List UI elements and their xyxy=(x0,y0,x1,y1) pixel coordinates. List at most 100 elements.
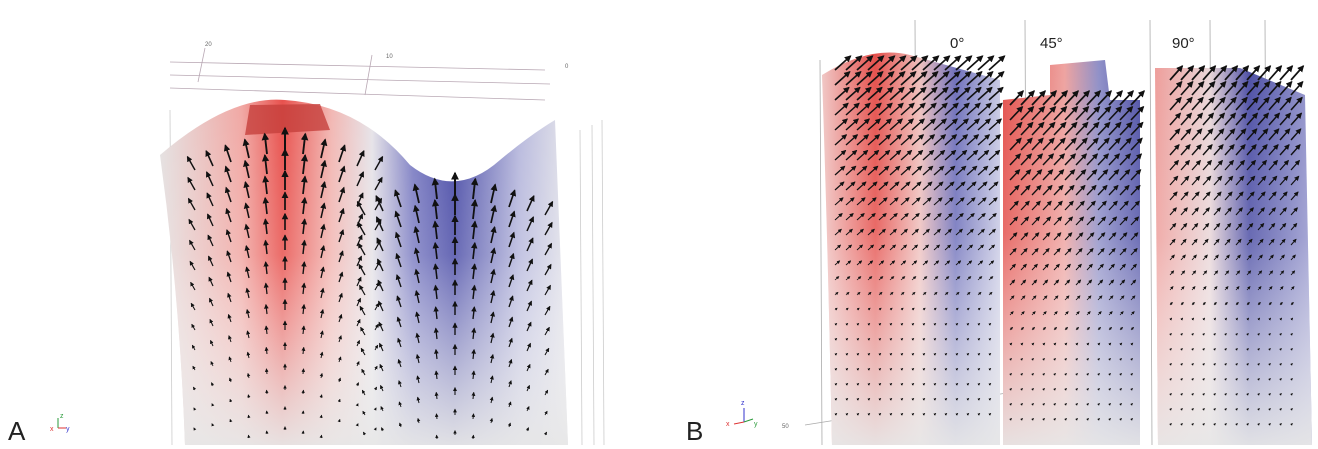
arrow xyxy=(416,417,421,424)
arrow xyxy=(1235,332,1238,336)
arrow xyxy=(1224,422,1227,426)
arrow xyxy=(1235,191,1244,201)
arrow xyxy=(1246,112,1259,126)
arrow xyxy=(526,237,534,252)
arrow xyxy=(867,228,875,236)
arrow xyxy=(1020,279,1027,286)
arrow xyxy=(1075,200,1085,211)
arrow xyxy=(1053,184,1064,196)
arrow xyxy=(955,118,969,131)
arrow xyxy=(394,231,402,248)
arrow xyxy=(1009,388,1012,391)
arrow xyxy=(977,213,986,221)
arrow xyxy=(1009,200,1019,211)
arrow xyxy=(1031,169,1043,181)
arrow xyxy=(356,200,366,216)
arrow xyxy=(434,348,439,360)
arrow xyxy=(922,413,926,416)
arrow xyxy=(1257,159,1267,171)
arrow xyxy=(1224,407,1227,411)
arrow xyxy=(911,383,915,386)
arrow xyxy=(1213,80,1227,96)
arrow xyxy=(1086,279,1093,286)
arrow xyxy=(1235,377,1238,381)
arrow xyxy=(933,291,938,296)
arrow xyxy=(933,149,946,161)
arrow xyxy=(900,165,912,176)
arrow xyxy=(911,71,928,86)
arrow xyxy=(1235,392,1238,396)
arrow xyxy=(1009,216,1019,226)
arrow xyxy=(878,291,883,296)
arrow xyxy=(988,368,992,371)
arrow xyxy=(889,149,902,161)
arrow xyxy=(264,325,269,335)
arrow xyxy=(394,210,402,228)
arrow xyxy=(227,313,232,323)
arrow xyxy=(1042,232,1051,241)
arrow xyxy=(900,71,917,86)
arrow xyxy=(229,398,233,403)
arrow xyxy=(358,263,366,276)
arrow xyxy=(856,413,860,416)
arrow xyxy=(1202,191,1211,201)
arrow xyxy=(1202,238,1209,246)
arrow xyxy=(1180,144,1191,156)
arrow xyxy=(1097,326,1101,331)
arrow xyxy=(867,276,873,281)
arrow xyxy=(223,144,232,163)
arrow xyxy=(1224,80,1238,96)
arrow xyxy=(1246,80,1260,96)
arrow xyxy=(966,383,970,386)
arrow xyxy=(338,271,344,283)
arrow xyxy=(1257,175,1267,186)
arrow xyxy=(845,383,849,386)
arrow xyxy=(1257,238,1264,246)
arrow xyxy=(944,260,951,266)
arrow xyxy=(988,134,1002,146)
arrow xyxy=(337,356,342,363)
arrow xyxy=(359,284,366,296)
arrow xyxy=(1191,317,1195,321)
arrow xyxy=(889,353,893,356)
arrow xyxy=(1130,184,1141,196)
arrow xyxy=(1213,286,1218,291)
arrow xyxy=(889,398,893,401)
arrow xyxy=(1235,362,1238,366)
arrow xyxy=(845,102,860,116)
arrow xyxy=(338,250,344,263)
arrow xyxy=(977,244,985,251)
arrow xyxy=(1235,175,1245,186)
arrow xyxy=(856,276,862,281)
arrow xyxy=(301,261,307,275)
arrow xyxy=(190,281,196,291)
arrow xyxy=(1191,407,1194,411)
arrow xyxy=(1246,392,1249,396)
arrow xyxy=(1086,169,1098,181)
arrow xyxy=(191,344,196,351)
arrow xyxy=(1119,137,1132,151)
arrow xyxy=(889,165,901,176)
arrow xyxy=(1235,80,1249,96)
arrow xyxy=(1213,347,1216,351)
arrow xyxy=(867,368,871,371)
arrow xyxy=(977,398,981,401)
arrow xyxy=(977,149,990,161)
arrow xyxy=(1119,263,1126,271)
arrow xyxy=(1075,418,1078,421)
arrow xyxy=(900,197,910,206)
arrow xyxy=(1191,144,1202,156)
arrow xyxy=(867,86,883,101)
arrow xyxy=(955,383,959,386)
arrow xyxy=(1224,207,1232,216)
arrow xyxy=(1224,112,1237,126)
arrow xyxy=(878,413,882,416)
arrow xyxy=(1180,207,1188,216)
arrow xyxy=(856,134,870,146)
arrow xyxy=(856,307,860,311)
arrow xyxy=(878,323,882,326)
arrow xyxy=(856,165,868,176)
arrow xyxy=(1235,238,1242,246)
arrow xyxy=(1075,311,1080,316)
arrow xyxy=(1020,342,1024,346)
